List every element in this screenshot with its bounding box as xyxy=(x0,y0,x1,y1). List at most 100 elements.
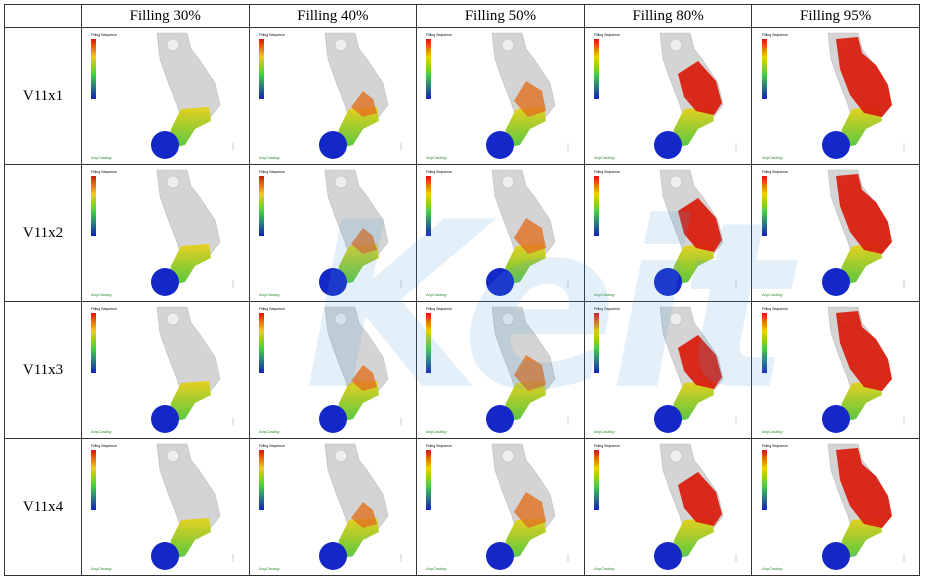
image-cell: Filling Sequence AnyCasting xyxy=(416,438,585,576)
colorbar xyxy=(91,39,97,99)
part-lower xyxy=(837,381,882,423)
colorbar xyxy=(761,313,767,373)
gate xyxy=(318,131,347,159)
part-lower xyxy=(167,381,212,423)
part-lower xyxy=(502,518,547,560)
image-cell: Filling Sequence AnyCasting xyxy=(81,438,250,576)
colorbar xyxy=(594,39,600,99)
brand-label: AnyCasting xyxy=(258,155,280,160)
part-hole xyxy=(502,449,515,463)
gate xyxy=(318,405,347,433)
part-hole xyxy=(334,449,348,463)
part-lower xyxy=(502,381,547,423)
image-cell: Filling Sequence AnyCasting xyxy=(751,301,920,439)
legend-title: Filling Sequence xyxy=(91,33,117,37)
gate xyxy=(821,542,850,570)
colorbar xyxy=(594,313,600,373)
data-row: V11x2 Filling Sequence AnyCasting Filling S… xyxy=(4,164,920,302)
data-row: V11x4 Filling Sequence AnyCasting Filling S… xyxy=(4,438,920,576)
part-lower xyxy=(334,244,379,286)
header-row: Filling 30% Filling 40% Filling 50% Filling… xyxy=(4,4,920,28)
filled-region xyxy=(514,218,547,254)
colorbar xyxy=(761,450,767,510)
image-cell: Filling Sequence AnyCasting xyxy=(416,27,585,165)
filled-region xyxy=(835,311,892,391)
filled-region xyxy=(678,335,723,389)
result-table: Filling 30% Filling 40% Filling 50% Filling… xyxy=(4,4,920,576)
filled-region xyxy=(835,174,892,254)
image-cell: Filling Sequence AnyCasting xyxy=(751,27,920,165)
image-cell: Filling Sequence AnyCasting xyxy=(248,301,418,439)
part-lower xyxy=(167,518,212,560)
brand-label: AnyCasting xyxy=(593,566,615,571)
simulation-image: Filling Sequence AnyCasting xyxy=(90,32,234,160)
simulation-image: Filling Sequence AnyCasting xyxy=(258,306,402,434)
legend-title: Filling Sequence xyxy=(426,307,452,311)
part-lower xyxy=(334,381,379,423)
colorbar xyxy=(426,450,432,510)
brand-label: AnyCasting xyxy=(258,429,280,434)
legend-title: Filling Sequence xyxy=(259,33,285,37)
filled-region xyxy=(514,81,547,117)
image-cell: Filling Sequence AnyCasting xyxy=(81,164,250,302)
legend-title: Filling Sequence xyxy=(426,444,452,448)
simulation-image: Filling Sequence AnyCasting xyxy=(761,169,904,297)
colorbar xyxy=(258,176,264,236)
part-lower xyxy=(167,107,212,149)
filled-region xyxy=(350,502,377,528)
part-lower xyxy=(837,107,882,149)
image-cell: Filling Sequence AnyCasting xyxy=(248,164,418,302)
gate xyxy=(151,268,180,296)
row-label: V11x1 xyxy=(4,27,82,165)
row-label: V11x2 xyxy=(4,164,82,302)
gate xyxy=(151,131,180,159)
brand-label: AnyCasting xyxy=(90,429,112,434)
brand-label: AnyCasting xyxy=(593,155,615,160)
part-hole xyxy=(669,175,683,189)
simulation-image: Filling Sequence AnyCasting xyxy=(90,443,234,571)
legend-title: Filling Sequence xyxy=(91,444,117,448)
part-lower xyxy=(670,244,715,286)
corner-cell xyxy=(4,4,82,28)
brand-label: AnyCasting xyxy=(761,429,783,434)
simulation-image: Filling Sequence AnyCasting xyxy=(425,169,569,297)
image-cell: Filling Sequence AnyCasting xyxy=(583,164,753,302)
colorbar xyxy=(761,176,767,236)
brand-label: AnyCasting xyxy=(425,155,447,160)
gate xyxy=(821,405,850,433)
row-label: V11x4 xyxy=(4,438,82,576)
simulation-image: Filling Sequence AnyCasting xyxy=(761,32,904,160)
simulation-image: Filling Sequence AnyCasting xyxy=(761,443,904,571)
part-lower xyxy=(670,518,715,560)
simulation-image: Filling Sequence AnyCasting xyxy=(258,443,402,571)
part-lower xyxy=(502,244,547,286)
brand-label: AnyCasting xyxy=(593,429,615,434)
part-hole xyxy=(334,38,348,52)
part-lower xyxy=(670,381,715,423)
simulation-image: Filling Sequence AnyCasting xyxy=(425,32,569,160)
gate xyxy=(318,542,347,570)
legend-title: Filling Sequence xyxy=(426,33,452,37)
brand-label: AnyCasting xyxy=(761,292,783,297)
colorbar xyxy=(594,450,600,510)
image-cell: Filling Sequence AnyCasting xyxy=(583,438,753,576)
table-wrap: Filling 30% Filling 40% Filling 50% Filling… xyxy=(4,4,920,576)
gate xyxy=(654,542,683,570)
simulation-image: Filling Sequence AnyCasting xyxy=(593,306,737,434)
legend-title: Filling Sequence xyxy=(594,307,620,311)
part-lower xyxy=(670,107,715,149)
legend-title: Filling Sequence xyxy=(426,170,452,174)
filled-region xyxy=(835,448,892,528)
colorbar xyxy=(258,39,264,99)
brand-label: AnyCasting xyxy=(425,292,447,297)
part-hole xyxy=(166,449,180,463)
legend-title: Filling Sequence xyxy=(762,444,788,448)
filled-region xyxy=(350,365,377,391)
filled-region xyxy=(514,492,547,528)
simulation-image: Filling Sequence AnyCasting xyxy=(593,443,737,571)
legend-title: Filling Sequence xyxy=(259,444,285,448)
part-lower xyxy=(334,107,379,149)
part-lower xyxy=(837,244,882,286)
gate xyxy=(821,268,850,296)
